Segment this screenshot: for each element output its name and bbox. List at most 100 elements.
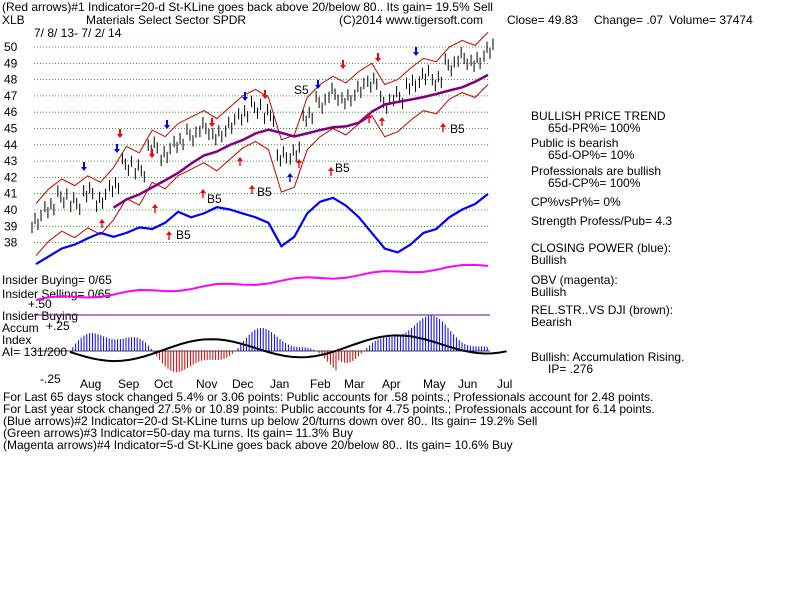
insider-buying-count: Insider Buying= 0/65 — [2, 273, 112, 287]
sell-arrow-head — [413, 52, 419, 56]
footer-65day: For Last 65 days stock changed 5.4% or 3… — [3, 390, 654, 404]
buy-arrow-head — [152, 204, 158, 208]
change-value: Change= .07 — [594, 13, 664, 27]
y-tick-label: 39 — [4, 219, 18, 233]
buy-arrow-head — [366, 114, 372, 118]
closing-power-value: Bullish — [531, 253, 567, 267]
fund-name: Materials Select Sector SPDR — [86, 13, 247, 27]
x-tick-label: Sep — [118, 377, 140, 391]
minus50-label: +.50 — [28, 297, 52, 311]
accum-label: Accum — [2, 321, 39, 335]
sell-arrow-head — [315, 85, 321, 89]
sell-arrow-head — [114, 149, 120, 153]
buy-arrow-head — [328, 167, 334, 171]
insider-buying-label: Insider Buying — [2, 309, 79, 323]
strength-value: Strength Profess/Pub= 4.3 — [531, 214, 673, 228]
b5-label: B5 — [335, 161, 350, 175]
ticker: XLB — [2, 13, 25, 27]
x-tick-label: Feb — [310, 377, 331, 391]
price-bars — [31, 38, 494, 233]
x-tick-label: Nov — [196, 377, 217, 391]
pr-value: 65d-PR%= 100% — [548, 121, 641, 135]
obv-value: Bullish — [531, 285, 567, 299]
signal-labels: B5 B5 B5 B5 B5 S5 — [176, 83, 465, 242]
buy-arrow-head — [249, 185, 255, 189]
relstr-title: REL.STR..VS DJI (brown): — [531, 303, 674, 317]
sell-arrow-head — [340, 65, 346, 69]
sell-arrow-head — [262, 95, 268, 99]
y-tick-label: 43 — [4, 154, 18, 168]
buy-arrow-head — [440, 123, 446, 127]
footer-year: For Last year stock changed 27.5% or 10.… — [3, 402, 655, 416]
ma50-line — [112, 73, 489, 209]
sell-arrow-head — [81, 167, 87, 171]
lower-band — [35, 84, 489, 256]
y-tick-label: 48 — [4, 73, 18, 87]
buy-arrow-head — [379, 117, 385, 121]
x-tick-label: Dec — [232, 377, 253, 391]
y-tick-label: 38 — [4, 236, 18, 250]
pros-status: Professionals are bullish — [531, 164, 662, 178]
copyright: (C)2014 www.tigersoft.com — [339, 13, 484, 27]
sell-arrow-head — [117, 134, 123, 138]
buy-arrow-head — [296, 159, 302, 163]
sell-arrow-head — [242, 97, 248, 101]
s5-label: S5 — [294, 83, 309, 97]
x-tick-label: May — [423, 377, 446, 391]
closing-power-title: CLOSING POWER (blue): — [531, 241, 672, 255]
ip-value: IP= .276 — [548, 362, 594, 376]
x-tick-label: Oct — [154, 377, 173, 391]
sell-arrow-head — [164, 125, 170, 129]
minus25-label: -.25 — [40, 372, 61, 386]
x-axis-ticks: Aug Sep Oct Nov Dec Jan Feb Mar Apr May Jun Jul — [80, 377, 512, 391]
y-tick-label: 45 — [4, 122, 18, 136]
obv-title: OBV (magenta): — [531, 273, 618, 287]
cpvspr-value: CP%vsPr%= 0% — [531, 195, 621, 209]
accum-index — [69, 315, 507, 373]
x-tick-label: Jun — [458, 377, 477, 391]
upper-band — [35, 31, 489, 204]
relstr-value: Bearish — [531, 315, 572, 329]
trend-title: BULLISH PRICE TREND — [531, 109, 666, 123]
buy-arrow-head — [99, 219, 105, 223]
x-tick-label: Mar — [344, 377, 365, 391]
op-value: 65d-OP%= 10% — [548, 148, 635, 162]
footer-blue-arrows: (Blue arrows)#2 Indicator=20-d St-KLine … — [3, 414, 538, 428]
buy-arrow-head — [287, 173, 293, 177]
cp-value: 65d-CP%= 100% — [548, 176, 641, 190]
buy-arrow-head — [237, 157, 243, 161]
close-value: Close= 49.83 — [507, 13, 579, 27]
x-tick-label: Apr — [382, 377, 401, 391]
closing-power-line — [35, 193, 489, 266]
plus25-label: +.25 — [46, 319, 70, 333]
date-range: 7/ 8/ 13- 7/ 2/ 14 — [34, 26, 122, 40]
x-tick-label: Jul — [497, 377, 512, 391]
y-tick-label: 42 — [4, 170, 18, 184]
obv — [35, 263, 489, 301]
header-indicator-line: (Red arrows)#1 Indicator=20-d St-KLine g… — [2, 0, 493, 14]
y-tick-label: 50 — [4, 40, 18, 54]
relstr-line — [69, 334, 507, 363]
b5-label: B5 — [257, 185, 272, 199]
sell-arrow-head — [149, 154, 155, 158]
obv-line — [35, 263, 489, 301]
b5-label: B5 — [207, 192, 222, 206]
y-tick-label: 40 — [4, 203, 18, 217]
footer-magenta-arrows: (Magenta arrows)#4 Indicator=5-d St-KLin… — [3, 438, 513, 452]
buy-arrow-head — [166, 231, 172, 235]
b5-label: B5 — [450, 122, 465, 136]
y-tick-label: 47 — [4, 89, 18, 103]
signal-arrows — [81, 47, 446, 240]
buy-arrow-head — [200, 189, 206, 193]
y-tick-label: 49 — [4, 56, 18, 70]
sell-arrow-head — [375, 58, 381, 62]
ai-value: AI= 131/200 — [2, 345, 68, 359]
b5-label: B5 — [176, 228, 191, 242]
index-label: Index — [2, 333, 32, 347]
y-tick-label: 44 — [4, 138, 18, 152]
accum-title: Bullish: Accumulation Rising. — [531, 350, 685, 364]
public-status: Public is bearish — [531, 136, 619, 150]
x-tick-label: Aug — [80, 377, 101, 391]
volume-value: Volume= 37474 — [669, 13, 753, 27]
